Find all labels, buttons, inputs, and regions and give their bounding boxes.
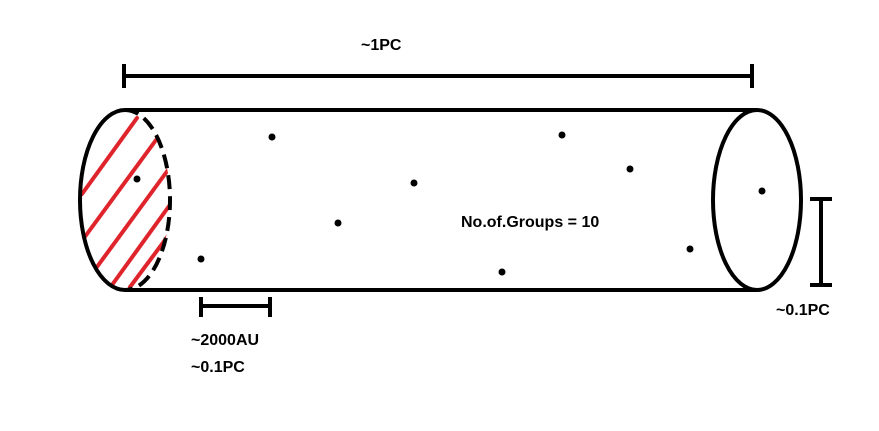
group-dot	[498, 268, 506, 276]
group-dot	[133, 175, 141, 183]
group-dot	[558, 131, 566, 139]
groups-label: No.of.Groups = 10	[461, 214, 600, 231]
group-dot	[686, 245, 694, 253]
cross-section-hatch	[80, 116, 170, 289]
length-label: ~1PC	[361, 37, 402, 54]
right-end-cap	[711, 108, 803, 292]
length-dimension-bar	[122, 64, 754, 88]
group-dots	[133, 131, 766, 276]
group-dot	[197, 255, 205, 263]
group-dot	[758, 187, 766, 195]
height-dimension-bar	[810, 197, 832, 287]
group-dot	[410, 179, 418, 187]
scale-label-pc: ~0.1PC	[191, 359, 245, 376]
group-dot	[268, 133, 276, 141]
left-end-cap-solid	[78, 108, 126, 292]
scale-bar	[199, 297, 272, 317]
group-dot	[626, 165, 634, 173]
height-label: ~0.1PC	[776, 302, 830, 319]
group-dot	[334, 219, 342, 227]
left-end-cap-dashed	[124, 108, 172, 292]
scale-label-au: ~2000AU	[191, 332, 260, 349]
